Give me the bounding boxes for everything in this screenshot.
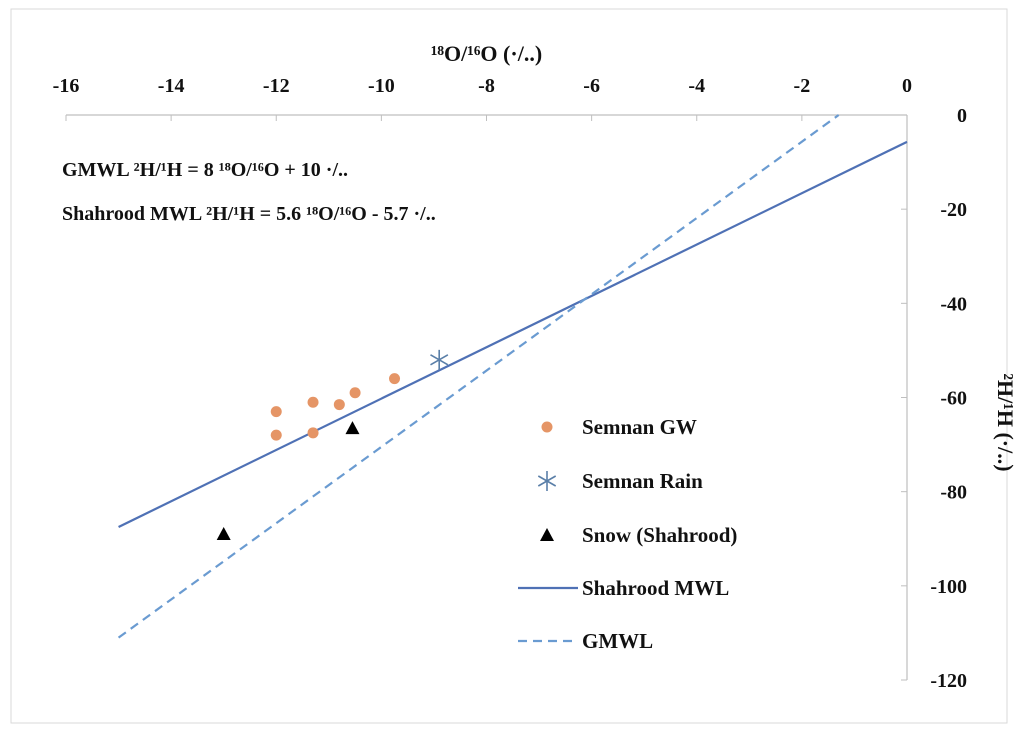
y-tick-label: -80 — [940, 482, 967, 504]
legend-label-gmwl: GMWL — [582, 629, 653, 653]
equation-annotation: Shahrood MWL ²H/¹H = 5.6 ¹⁸O/¹⁶O - 5.7 ·… — [62, 203, 436, 225]
semnan-gw-point — [333, 399, 345, 411]
semnan-gw-point — [349, 387, 361, 399]
x-tick-label: -14 — [158, 75, 185, 97]
y-tick-label: -20 — [940, 199, 967, 221]
y-tick-label: -120 — [930, 670, 967, 692]
x-tick-label: -4 — [688, 75, 705, 97]
y-tick-label: -40 — [940, 293, 967, 315]
x-tick-label: -6 — [583, 75, 600, 97]
legend-label-semnan-rain: Semnan Rain — [582, 469, 703, 493]
shahrood-mwl-line — [118, 140, 908, 528]
x-tick-label: -12 — [263, 75, 290, 97]
x-tick-label: -2 — [794, 75, 811, 97]
equations: GMWL ²H/¹H = 8 ¹⁸O/¹⁶O + 10 ·/.. Shahrood… — [62, 159, 436, 225]
semnan-gw-point — [389, 373, 401, 385]
x-tick-label: -8 — [478, 75, 495, 97]
fit-lines — [117, 114, 908, 639]
chart-frame — [10, 8, 1008, 724]
legend-label-shahrood-mwl: Shahrood MWL — [582, 576, 729, 600]
legend-swatch-snow-shahrood — [540, 528, 554, 541]
semnan-gw-point — [307, 396, 319, 408]
y-tick-label: -100 — [930, 576, 967, 598]
y-tick-label: -60 — [940, 388, 967, 410]
legend-swatch-semnan-gw — [541, 421, 553, 433]
semnan-rain-point — [430, 349, 449, 370]
x-tick-label: 0 — [902, 75, 912, 97]
x-tick-label: -10 — [368, 75, 395, 97]
x-tick-label: -16 — [53, 75, 80, 97]
legend-swatch-semnan-rain — [537, 471, 557, 491]
y-tick-label: 0 — [957, 105, 967, 127]
axes: -16 -14 -12 -10 -8 -6 -4 -2 00-20-40-60-80-100-1… — [53, 75, 967, 692]
legend-label-semnan-gw: Semnan GW — [582, 415, 697, 439]
snow-shahrood-point — [345, 421, 360, 435]
semnan-gw-point — [270, 429, 282, 441]
x-axis-title: ¹⁸O/¹⁶O (·/..) — [431, 41, 542, 66]
snow-shahrood-point — [216, 527, 231, 541]
gmwl-line — [117, 114, 840, 639]
y-axis-title: ²H/¹H (·/..) — [993, 373, 1018, 471]
semnan-gw-point — [270, 406, 282, 418]
data-points — [216, 349, 449, 541]
legend-label-snow-shahrood: Snow (Shahrood) — [582, 523, 737, 547]
semnan-gw-point — [307, 427, 319, 439]
legend: Semnan GW Semnan Rain Snow (Shahrood) Shahr… — [518, 415, 737, 653]
equation-annotation: GMWL ²H/¹H = 8 ¹⁸O/¹⁶O + 10 ·/.. — [62, 159, 348, 181]
